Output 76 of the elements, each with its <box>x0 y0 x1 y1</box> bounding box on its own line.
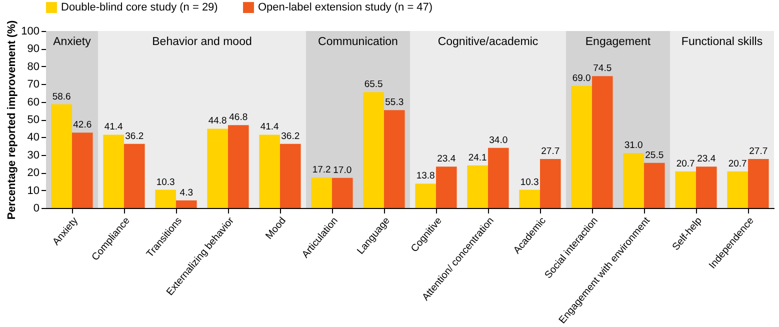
bar <box>727 171 748 208</box>
y-tick-label: 0 <box>33 202 40 214</box>
data-label: 44.8 <box>208 116 227 127</box>
band-label: Behavior and mood <box>152 36 252 48</box>
band-label: Cognitive/academic <box>438 36 538 48</box>
data-label: 20.7 <box>728 158 747 170</box>
bar <box>696 166 717 208</box>
band-label: Communication <box>318 36 398 48</box>
data-label: 20.7 <box>676 158 695 170</box>
bar <box>519 190 540 208</box>
y-tick-label: 20 <box>27 167 40 180</box>
band-label: Functional skills <box>681 36 763 48</box>
data-label: 36.2 <box>281 130 300 142</box>
y-tick-label: 100 <box>21 26 40 38</box>
bar <box>675 171 696 208</box>
band-label: Anxiety <box>53 36 92 48</box>
y-axis-title: Percentage reported improvement (%) <box>6 20 18 220</box>
bar <box>155 190 176 208</box>
data-label: 25.5 <box>645 150 664 161</box>
bar <box>207 128 228 208</box>
data-label: 27.7 <box>541 146 560 157</box>
data-label: 42.6 <box>73 120 92 131</box>
bar <box>124 144 145 208</box>
data-label: 74.5 <box>593 63 612 74</box>
data-label: 10.3 <box>520 176 539 188</box>
bar <box>467 165 488 208</box>
data-label: 34.0 <box>489 134 508 146</box>
data-label: 27.7 <box>749 146 768 157</box>
data-label: 24.1 <box>468 152 487 164</box>
y-tick-label: 70 <box>27 78 40 91</box>
legend-label: Open-label extension study (n = 47) <box>258 2 433 14</box>
data-label: 41.4 <box>104 122 123 133</box>
bar <box>748 158 769 208</box>
bar <box>228 125 249 208</box>
data-label: 31.0 <box>624 140 643 152</box>
data-label: 65.5 <box>364 79 383 90</box>
bar <box>259 134 280 208</box>
y-tick-label: 80 <box>27 60 40 73</box>
y-tick-label: 10 <box>27 184 40 197</box>
bar <box>415 184 436 208</box>
data-label: 69.0 <box>572 72 591 84</box>
data-label: 36.2 <box>125 130 144 142</box>
data-label: 10.3 <box>156 176 175 188</box>
y-tick-label: 30 <box>27 149 40 162</box>
bar <box>623 153 644 208</box>
data-label: 23.4 <box>437 154 456 165</box>
bar <box>103 134 124 208</box>
legend-label: Double-blind core study (n = 29) <box>61 2 218 14</box>
bar <box>72 132 93 208</box>
bar <box>51 104 72 208</box>
bar <box>311 178 332 208</box>
y-tick-label: 60 <box>27 96 40 108</box>
data-label: 17.2 <box>312 164 331 176</box>
bar <box>363 92 384 208</box>
y-tick-label: 50 <box>27 114 40 126</box>
data-label: 23.4 <box>697 154 716 165</box>
bar <box>384 110 405 208</box>
bar <box>571 86 592 208</box>
data-label: 4.3 <box>180 187 194 198</box>
bar <box>540 158 561 208</box>
data-label: 58.6 <box>52 91 71 102</box>
bar <box>176 200 197 208</box>
bar <box>644 162 665 208</box>
bar <box>592 76 613 208</box>
data-label: 41.4 <box>260 122 279 133</box>
bar <box>280 144 301 208</box>
data-label: 17.0 <box>333 164 352 176</box>
bar <box>488 148 509 208</box>
data-label: 46.8 <box>229 112 248 124</box>
band-label: Engagement <box>585 36 652 48</box>
data-label: 55.3 <box>385 97 404 108</box>
y-tick-label: 40 <box>27 132 40 144</box>
bar <box>332 178 353 208</box>
y-tick-label: 90 <box>27 43 40 56</box>
bar <box>436 166 457 208</box>
data-label: 13.8 <box>416 170 435 182</box>
